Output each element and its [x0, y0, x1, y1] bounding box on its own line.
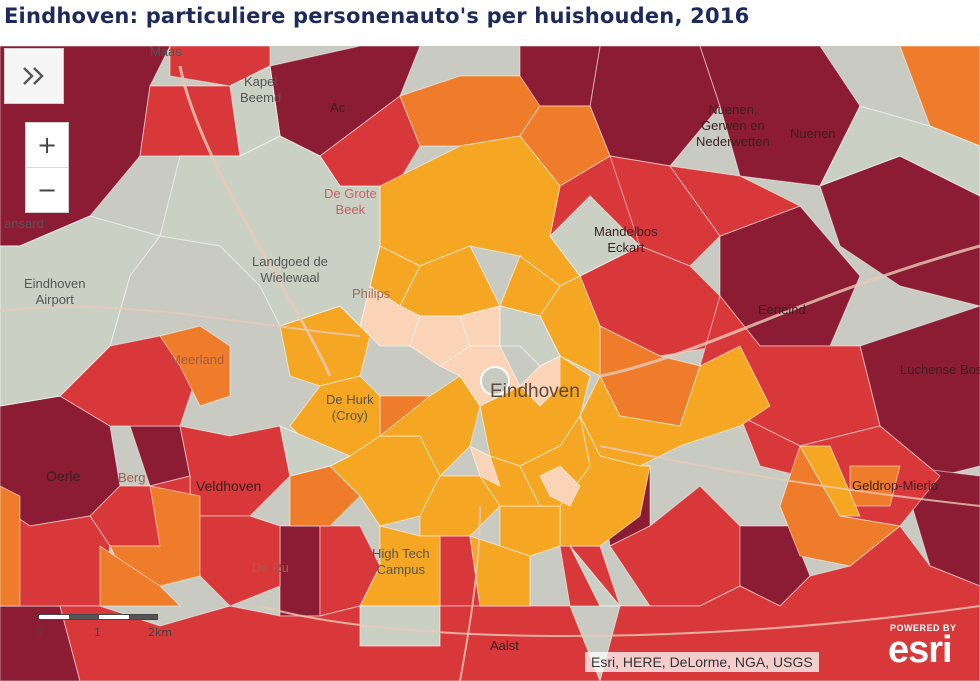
basemap-areas [0, 65, 980, 647]
label-airport: Eindhoven Airport [24, 276, 86, 307]
label-nuenen: Nuenen, Gerwen en Nederwetten [696, 102, 770, 149]
label-transard: ansard [4, 216, 44, 231]
region-class-highest[interactable] [0, 46, 980, 681]
expand-panel-button[interactable] [4, 48, 64, 104]
label-acht: Ac [330, 100, 346, 115]
label-landgoed: Landgoed de Wielewaal [252, 254, 328, 285]
city-ring [480, 366, 510, 396]
label-veldhoven: Veldhoven [196, 478, 262, 494]
region-class-high[interactable] [0, 46, 980, 681]
label-luchense: Luchense Bos [900, 362, 980, 377]
scale-label-2: 2km [148, 626, 173, 639]
region-class-mid[interactable] [0, 46, 980, 607]
choropleth-map[interactable]: Maas Kapel Beemd Ac De Grote Beek Landgo… [0, 46, 980, 681]
zoom-in-button[interactable]: + [26, 123, 68, 168]
map-attribution[interactable]: Esri, HERE, DeLorme, NGA, USGS [585, 652, 819, 672]
label-eeneind: Eeneind [758, 302, 806, 317]
label-mandelbos: Mandelbos Eckart [594, 224, 658, 255]
label-aalst: Aalst [490, 638, 519, 653]
label-de-ru: De Ru [252, 560, 289, 575]
roads [0, 65, 980, 681]
label-philips: Philips [352, 286, 391, 301]
chevrons-right-icon [23, 67, 44, 85]
label-geldrop: Geldrop-Mierlo [852, 478, 938, 493]
label-de-hurk: De Hurk (Croy) [326, 392, 374, 423]
page-title: Eindhoven: particuliere personenauto's p… [4, 4, 750, 28]
label-meerland: Meerland [170, 352, 225, 367]
label-nuenen-2: Nuenen [790, 126, 836, 141]
label-eindhoven: Eindhoven [490, 381, 580, 402]
label-high-tech: High Tech Campus [372, 546, 430, 577]
region-class-lowest[interactable] [359, 285, 581, 507]
map-canvas[interactable] [0, 46, 980, 681]
label-oerle: Oerle [46, 468, 81, 484]
label-maas: Maas [150, 46, 182, 59]
region-class-low[interactable] [279, 135, 861, 607]
esri-logo[interactable]: POWERED BY esri [884, 622, 974, 672]
label-berg: Berg [118, 470, 146, 485]
label-kapel-beemd: Kapel Beemd [240, 74, 282, 105]
label-de-grote-beek: De Grote Beek [324, 186, 377, 217]
esri-powered-by: POWERED BY [890, 623, 957, 633]
scale-bar: 0 1 2km [36, 614, 172, 644]
scale-bar-graphic [38, 614, 158, 620]
esri-wordmark: esri [888, 629, 953, 671]
zoom-out-button[interactable]: − [36, 176, 58, 204]
scale-label-1: 1 [94, 626, 101, 639]
scale-label-0: 0 [36, 626, 43, 639]
zoom-control: + − [25, 122, 69, 213]
